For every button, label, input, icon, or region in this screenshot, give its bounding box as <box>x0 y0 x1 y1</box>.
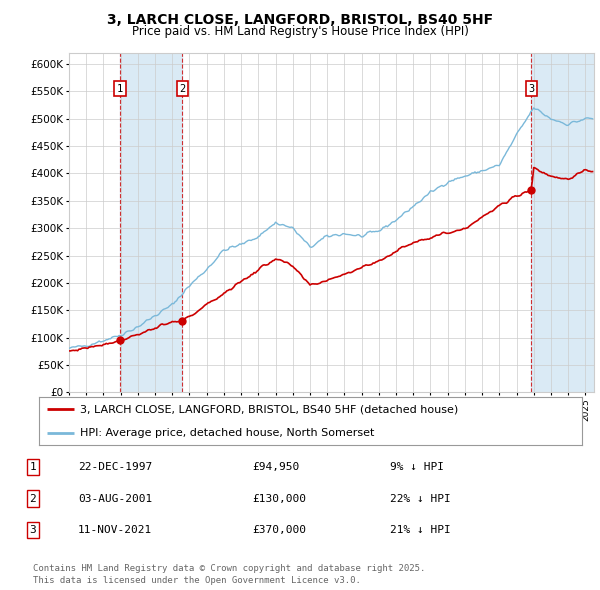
Text: 2: 2 <box>179 84 185 94</box>
Text: £370,000: £370,000 <box>252 525 306 535</box>
Text: Contains HM Land Registry data © Crown copyright and database right 2025.
This d: Contains HM Land Registry data © Crown c… <box>33 565 425 585</box>
Text: 03-AUG-2001: 03-AUG-2001 <box>78 494 152 503</box>
Text: 3, LARCH CLOSE, LANGFORD, BRISTOL, BS40 5HF (detached house): 3, LARCH CLOSE, LANGFORD, BRISTOL, BS40 … <box>80 404 458 414</box>
Text: 3: 3 <box>29 525 37 535</box>
Text: 3: 3 <box>528 84 535 94</box>
Text: 1: 1 <box>29 463 37 472</box>
Text: HPI: Average price, detached house, North Somerset: HPI: Average price, detached house, Nort… <box>80 428 374 438</box>
Text: 2: 2 <box>29 494 37 503</box>
Bar <box>532 53 594 392</box>
Text: 9% ↓ HPI: 9% ↓ HPI <box>390 463 444 472</box>
Text: 3, LARCH CLOSE, LANGFORD, BRISTOL, BS40 5HF: 3, LARCH CLOSE, LANGFORD, BRISTOL, BS40 … <box>107 13 493 27</box>
Bar <box>120 53 182 392</box>
Text: Price paid vs. HM Land Registry's House Price Index (HPI): Price paid vs. HM Land Registry's House … <box>131 25 469 38</box>
Text: 22-DEC-1997: 22-DEC-1997 <box>78 463 152 472</box>
Text: 21% ↓ HPI: 21% ↓ HPI <box>390 525 451 535</box>
Text: 22% ↓ HPI: 22% ↓ HPI <box>390 494 451 503</box>
Text: £94,950: £94,950 <box>252 463 299 472</box>
Text: £130,000: £130,000 <box>252 494 306 503</box>
Text: 1: 1 <box>117 84 123 94</box>
Text: 11-NOV-2021: 11-NOV-2021 <box>78 525 152 535</box>
